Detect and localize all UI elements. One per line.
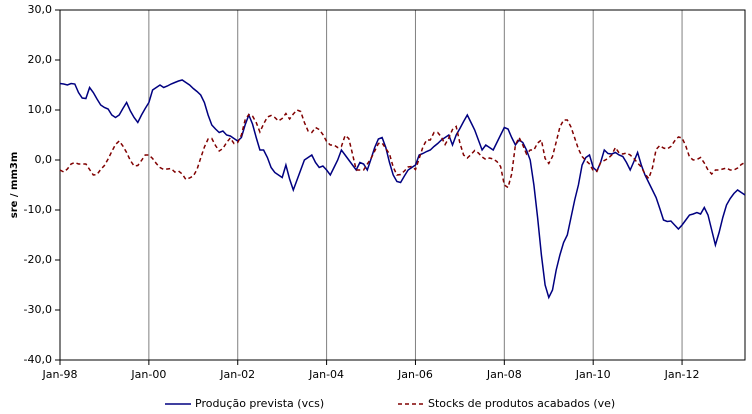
line-series [59,79,746,300]
x-tick-label: Jan-10 [575,368,611,381]
y-tick-label: -20,0 [24,253,52,266]
x-tick-label: Jan-00 [130,368,166,381]
x-tick-label: Jan-06 [397,368,433,381]
x-tick-label: Jan-04 [308,368,344,381]
y-tick-label: 30,0 [28,3,53,16]
y-tick-label: 20,0 [28,53,53,66]
legend-label: Stocks de produtos acabados (ve) [428,397,615,410]
x-tick-label: Jan-08 [486,368,522,381]
y-tick-label: -40,0 [24,353,52,366]
y-tick-label: 10,0 [28,103,53,116]
y-axis-label: sre / mm3m [9,152,20,219]
y-tick-label: 0,0 [35,153,53,166]
line-series [59,109,746,189]
x-tick-label: Jan-12 [664,368,700,381]
y-tick-label: -10,0 [24,203,52,216]
y-tick-label: -30,0 [24,303,52,316]
x-tick-label: Jan-02 [219,368,255,381]
legend-label: Produção prevista (vcs) [195,397,324,410]
plot-frame [59,9,746,361]
x-tick-label: Jan-98 [42,368,78,381]
